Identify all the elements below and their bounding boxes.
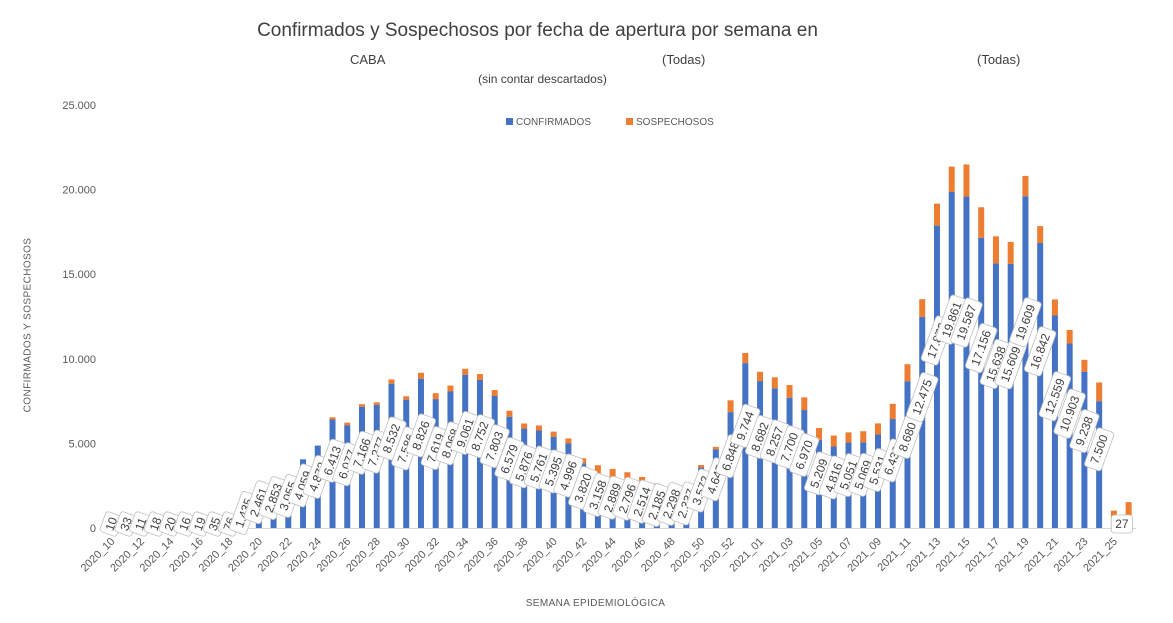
bar-sospechosos bbox=[417, 372, 424, 379]
data-label: 12.559 bbox=[1038, 371, 1072, 422]
bar-sospechosos bbox=[889, 403, 896, 420]
data-label-box bbox=[1009, 297, 1042, 348]
bar-sospechosos bbox=[919, 299, 926, 317]
subtitle-todas-2: (Todas) bbox=[977, 52, 1021, 67]
data-label-box bbox=[1110, 514, 1133, 534]
subtitle-todas-1: (Todas) bbox=[662, 52, 706, 67]
bar-sospechosos bbox=[963, 164, 970, 197]
bar-sospechosos bbox=[875, 423, 881, 435]
bar-sospechosos bbox=[742, 352, 749, 364]
legend: CONFIRMADOS SOSPECHOSOS bbox=[506, 117, 714, 128]
data-label: 3.820 bbox=[568, 466, 599, 510]
bar-sospechosos bbox=[565, 438, 572, 444]
legend-swatch-confirmados bbox=[506, 118, 513, 125]
x-axis: 2020_102020_122020_142020_162020_182020_… bbox=[79, 536, 1120, 575]
bar-sospechosos bbox=[801, 397, 808, 411]
bar-sospechosos bbox=[1007, 241, 1014, 264]
data-label-box bbox=[1084, 427, 1115, 472]
bar-sospechosos bbox=[992, 236, 999, 264]
bar-sospechosos bbox=[845, 432, 852, 443]
bar-sospechosos bbox=[1037, 226, 1044, 244]
data-label-box bbox=[1038, 371, 1072, 422]
bar-sospechosos bbox=[594, 465, 601, 475]
data-label: 12.475 bbox=[906, 372, 939, 423]
bar-sospechosos bbox=[860, 431, 867, 443]
data-label-box bbox=[1024, 326, 1057, 377]
bar-sospechosos bbox=[771, 377, 778, 389]
bar-confirmados bbox=[992, 263, 999, 528]
y-tick-label: 5.000 bbox=[68, 438, 96, 450]
legend-label-confirmados: CONFIRMADOS bbox=[516, 117, 591, 128]
data-label-box bbox=[950, 297, 983, 348]
bar-sospechosos bbox=[786, 385, 793, 398]
bar-sospechosos bbox=[816, 428, 823, 440]
data-label-box bbox=[789, 432, 820, 477]
data-label: 27 bbox=[1110, 514, 1133, 534]
y-tick-label: 10.000 bbox=[62, 354, 96, 366]
bar-sospechosos bbox=[506, 410, 513, 417]
data-label-box bbox=[1069, 409, 1100, 453]
y-axis: 0 5.000 10.000 15.000 20.000 25.000 bbox=[62, 100, 1136, 535]
data-label: 6.970 bbox=[789, 432, 820, 477]
bar-sospechosos bbox=[373, 402, 380, 405]
legend-label-sospechosos: SOSPECHOSOS bbox=[636, 117, 714, 128]
bar-sospechosos bbox=[329, 417, 336, 420]
bar-sospechosos bbox=[447, 385, 454, 392]
bar-sospechosos bbox=[550, 431, 557, 437]
bar-sospechosos bbox=[432, 393, 439, 400]
y-tick-label: 0 bbox=[90, 523, 96, 535]
bar-sospechosos bbox=[1081, 359, 1088, 372]
bar-sospechosos bbox=[698, 465, 705, 468]
subtitle-note: (sin contar descartados) bbox=[478, 72, 607, 86]
bar-sospechosos bbox=[535, 425, 542, 431]
bar-sospechosos bbox=[491, 390, 498, 396]
bar-sospechosos bbox=[1022, 175, 1029, 197]
bar-sospechosos bbox=[462, 368, 469, 375]
legend-swatch-sospechosos bbox=[626, 118, 633, 125]
chart-title: Confirmados y Sospechosos por fecha de a… bbox=[257, 20, 818, 41]
bar-sospechosos bbox=[476, 373, 483, 380]
bar-confirmados bbox=[1022, 196, 1029, 529]
data-label-box bbox=[1053, 388, 1086, 439]
bar-sospechosos bbox=[1066, 329, 1073, 344]
x-axis-title: SEMANA EPIDEMIOLÓGICA bbox=[525, 598, 666, 609]
bar-sospechosos bbox=[403, 396, 410, 400]
data-label: 8.680 bbox=[892, 415, 923, 459]
bar-sospechosos bbox=[1051, 299, 1058, 316]
bar-sospechosos bbox=[978, 207, 985, 238]
bar-confirmados bbox=[948, 191, 955, 528]
y-tick-label: 20.000 bbox=[62, 185, 96, 197]
bar-sospechosos bbox=[388, 379, 395, 384]
bar-sospechosos bbox=[904, 364, 911, 382]
data-label: 8.826 bbox=[405, 413, 436, 458]
data-labels: 1033111820161935761.4352.4612.8533.0554.… bbox=[99, 294, 1133, 537]
bar-sospechosos bbox=[359, 404, 365, 407]
bar-sospechosos bbox=[521, 423, 528, 429]
bar-sospechosos bbox=[933, 203, 940, 226]
bar-sospechosos bbox=[624, 472, 631, 481]
bar-confirmados bbox=[1051, 315, 1058, 528]
bar-sospechosos bbox=[609, 468, 616, 480]
data-label: 9.238 bbox=[1069, 409, 1100, 453]
y-tick-label: 25.000 bbox=[62, 100, 96, 112]
bar-sospechosos bbox=[1096, 382, 1103, 402]
bar-sospechosos bbox=[727, 400, 734, 413]
data-label: 6.848 bbox=[715, 434, 746, 479]
bar-sospechosos bbox=[757, 371, 764, 382]
bar-sospechosos bbox=[344, 422, 351, 426]
bar-sospechosos bbox=[830, 435, 837, 447]
bar-sospechosos bbox=[948, 166, 955, 192]
y-tick-label: 15.000 bbox=[62, 269, 96, 281]
bar-confirmados bbox=[1037, 243, 1044, 528]
bar-confirmados bbox=[933, 225, 940, 528]
data-label: 7.500 bbox=[1084, 427, 1115, 472]
data-label-box bbox=[965, 323, 998, 374]
subtitle-caba: CABA bbox=[350, 52, 386, 67]
data-label-box bbox=[906, 372, 939, 423]
bar-confirmados bbox=[1007, 263, 1014, 528]
data-label-text: 27 bbox=[1115, 517, 1129, 531]
bar-sospechosos bbox=[712, 446, 719, 450]
